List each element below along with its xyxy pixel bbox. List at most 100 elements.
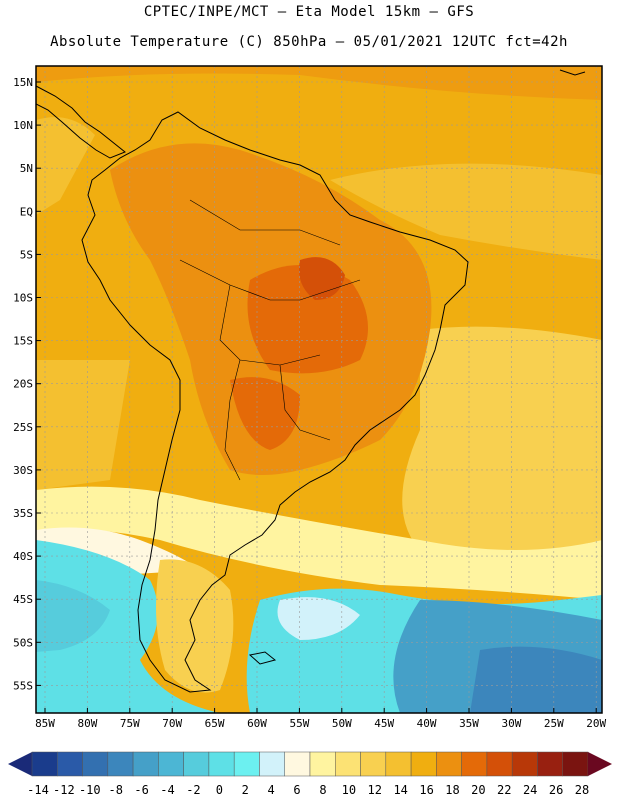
- central-america-coastline: [36, 85, 126, 159]
- lat-label: 45S: [13, 593, 33, 606]
- lat-label: 40S: [13, 550, 33, 563]
- colorbar-label: 14: [393, 783, 407, 797]
- field-coldest: [470, 646, 602, 713]
- lon-label: 40W: [417, 717, 437, 730]
- caribbean-island-outline: [559, 69, 586, 76]
- temperature-field: [36, 66, 602, 713]
- lat-label: 5N: [20, 162, 33, 175]
- lon-label: 80W: [77, 717, 97, 730]
- colorbar-cell: [107, 751, 134, 777]
- field-north-atlantic: [330, 163, 602, 260]
- colorbar-cell: [233, 751, 260, 777]
- lon-label: 30W: [501, 717, 521, 730]
- colorbar-label: 12: [368, 783, 382, 797]
- lat-label: 25S: [13, 421, 33, 434]
- colorbar-label: -14: [27, 783, 49, 797]
- field-cool-patch: [277, 597, 360, 640]
- lon-label: 20W: [586, 717, 606, 730]
- colorbar-cell: [385, 751, 412, 777]
- lat-label: 30S: [13, 464, 33, 477]
- field-pacific-colder: [36, 580, 110, 652]
- colorbar-label: 16: [419, 783, 433, 797]
- colorbar-cell: [132, 751, 159, 777]
- field-south-pacific-cold: [36, 540, 220, 713]
- lat-label: 15S: [13, 335, 33, 348]
- field-south-atlantic: [402, 326, 602, 560]
- field-southeast-pacific: [36, 360, 130, 490]
- colorbar-label: 24: [523, 783, 537, 797]
- field-hot-south: [230, 377, 300, 450]
- colorbar-label: 8: [319, 783, 326, 797]
- colorbar-cell: [486, 751, 513, 777]
- lat-label: 15N: [13, 76, 33, 89]
- lat-label: 50S: [13, 636, 33, 649]
- colorbar-label: 2: [242, 783, 249, 797]
- colorbar-label: -10: [79, 783, 101, 797]
- colorbar-arrow-left: [8, 752, 32, 776]
- lon-label: 55W: [289, 717, 309, 730]
- colorbar-cell: [309, 751, 336, 777]
- colorbar-cell: [57, 751, 83, 777]
- coastlines: [36, 69, 586, 693]
- colorbar: -14 -12 -10 -8 -6 -4 -2 0 2 4 6 8 10 12 14 16 18 20 22 24 26…: [8, 751, 612, 797]
- lon-label: 50W: [332, 717, 352, 730]
- lat-label: EQ: [20, 205, 33, 218]
- colorbar-cell: [335, 751, 361, 777]
- colorbar-label: 22: [497, 783, 511, 797]
- lat-label: 55S: [13, 679, 33, 692]
- colorbar-label: 6: [293, 783, 300, 797]
- colorbar-label: -8: [108, 783, 122, 797]
- south-america-coastline: [81, 111, 469, 693]
- map-title-line-1: CPTEC/INPE/MCT – Eta Model 15km – GFS: [143, 4, 475, 20]
- colorbar-cell: [31, 751, 58, 777]
- latitude-labels: 15N 10N 5N EQ 5S 10S 15S 20S 25S 30S 35S 40S 45S 50S 5…: [13, 76, 33, 692]
- lat-label: 20S: [13, 378, 33, 391]
- colorbar-label: 0: [216, 783, 223, 797]
- lon-label: 70W: [162, 717, 182, 730]
- map-title-line-2: Absolute Temperature (C) 850hPa – 05/01/…: [50, 34, 568, 50]
- lon-label: 85W: [35, 717, 55, 730]
- colorbar-label: -6: [134, 783, 148, 797]
- lat-lon-grid: [36, 66, 602, 713]
- longitude-labels: 85W 80W 75W 70W 65W 60W 55W 50W 45W 40W 35W 30W 25W 2…: [35, 717, 606, 730]
- colorbar-label: 18: [445, 783, 459, 797]
- lat-label: 10N: [13, 119, 33, 132]
- field-mid-latitude-band: [36, 486, 602, 600]
- colorbar-cell: [511, 751, 538, 777]
- colorbar-cell: [461, 751, 488, 777]
- colorbar-cells: [31, 751, 589, 777]
- colorbar-cell: [562, 751, 589, 777]
- lat-label: 10S: [13, 292, 33, 305]
- falklands-outline: [248, 651, 277, 665]
- colorbar-label: -4: [160, 783, 174, 797]
- colorbar-label: 10: [342, 783, 356, 797]
- map-frame: [35, 65, 603, 714]
- colorbar-cell: [158, 751, 184, 777]
- colorbar-label: 28: [575, 783, 589, 797]
- field-hot-core: [299, 257, 345, 300]
- lon-label: 45W: [374, 717, 394, 730]
- colorbar-label: -12: [53, 783, 75, 797]
- lat-label: 5S: [20, 248, 33, 261]
- colorbar-cell: [360, 751, 387, 777]
- colorbar-cell: [284, 751, 311, 777]
- colorbar-cell: [183, 751, 210, 777]
- colorbar-label: 20: [471, 783, 485, 797]
- colorbar-label: 4: [268, 783, 275, 797]
- field-warm-north-west: [36, 117, 95, 215]
- colorbar-label: -2: [186, 783, 200, 797]
- country-borders: [179, 199, 361, 481]
- lon-label: 75W: [120, 717, 140, 730]
- colorbar-cell: [259, 751, 285, 777]
- colorbar-arrow-right: [588, 752, 612, 776]
- colorbar-cell: [537, 751, 563, 777]
- colorbar-cell: [436, 751, 462, 777]
- field-interior-hot: [247, 265, 368, 374]
- colorbar-cell: [82, 751, 109, 777]
- colorbar-label: 26: [549, 783, 563, 797]
- lon-label: 65W: [205, 717, 225, 730]
- lon-label: 60W: [247, 717, 267, 730]
- field-caribbean: [36, 66, 602, 100]
- colorbar-labels: -14 -12 -10 -8 -6 -4 -2 0 2 4 6 8 10 12 14 16 18 20 22 24 26…: [27, 783, 589, 797]
- colorbar-cell: [208, 751, 235, 777]
